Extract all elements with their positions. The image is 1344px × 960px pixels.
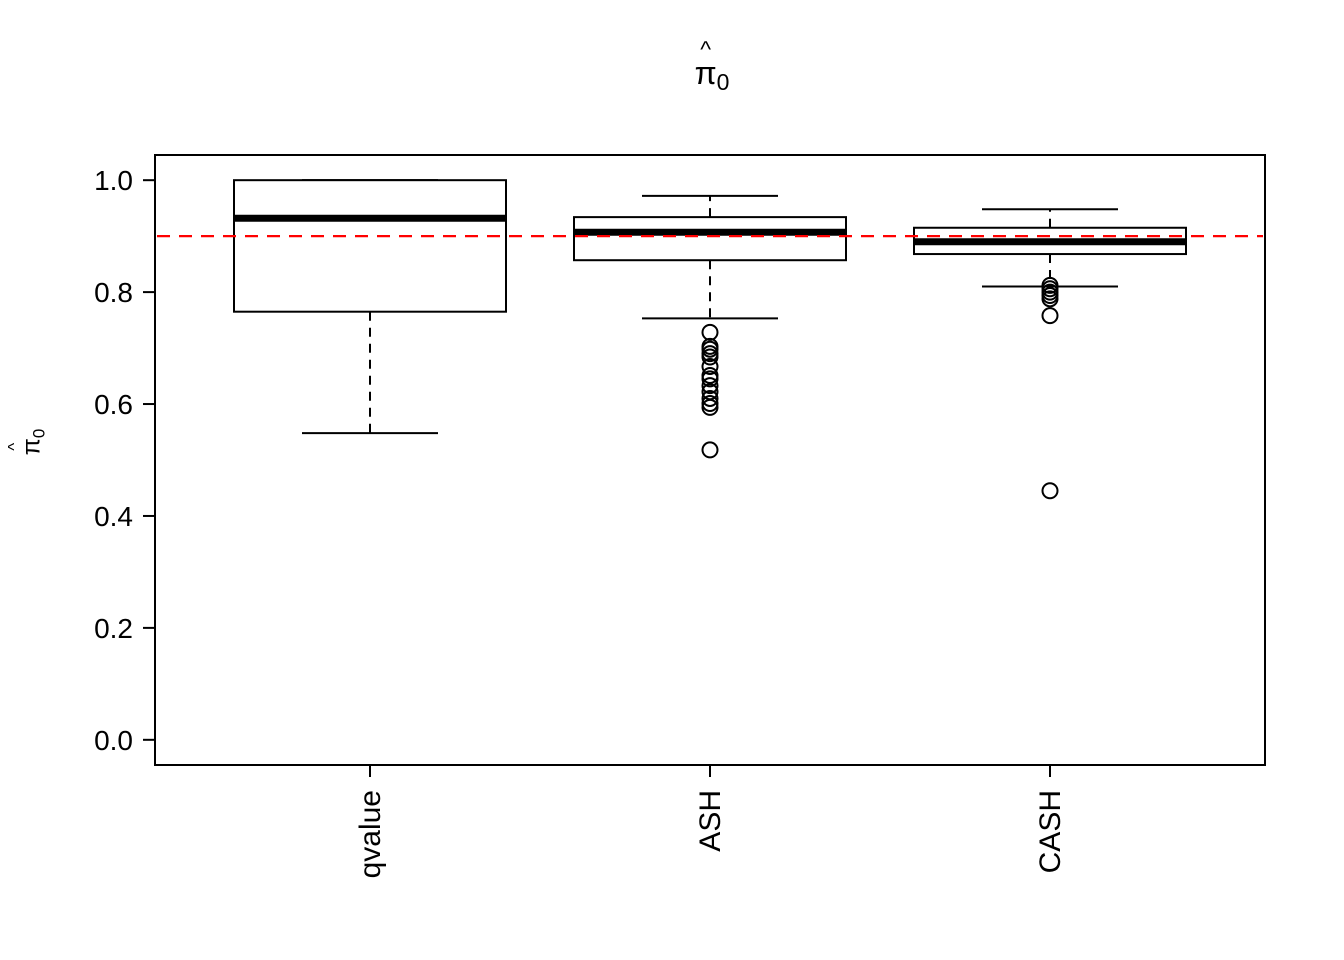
outlier-point (701, 441, 719, 459)
x-category-label: qvalue (354, 790, 387, 878)
y-tick-label: 0.0 (94, 725, 133, 756)
outlier-point (1041, 290, 1059, 308)
y-tick-label: 0.8 (94, 277, 133, 308)
outlier-point (701, 323, 719, 341)
iqr-box (233, 179, 507, 313)
y-tick-label: 0.6 (94, 389, 133, 420)
outlier-point (701, 340, 719, 358)
boxplot-group-cash: CASH (913, 208, 1187, 873)
boxplot-group-qvalue: qvalue (233, 179, 507, 878)
outlier-point (1041, 307, 1059, 325)
y-tick-label: 1.0 (94, 165, 133, 196)
outlier-point (701, 358, 719, 376)
pi-hat-stack: ^ π (5, 438, 46, 456)
x-category-label: ASH (694, 790, 727, 852)
outlier-point (701, 377, 719, 395)
subscript-zero: 0 (29, 428, 49, 439)
pi-symbol: π (17, 438, 46, 456)
pi-symbol: π (694, 55, 717, 91)
iqr-box (573, 216, 847, 262)
outlier-point (701, 348, 719, 366)
pi-hat-stack: ^ π (694, 36, 717, 91)
outlier-point (701, 370, 719, 388)
x-category-label: CASH (1034, 790, 1067, 873)
outlier-point (1041, 482, 1059, 500)
boxplot-group-ash: ASH (573, 194, 847, 852)
y-tick-label: 0.4 (94, 501, 133, 532)
outlier-point (701, 389, 719, 407)
y-axis-title: ^ π 0 (5, 428, 49, 456)
chart-title: ^ π 0 (694, 36, 730, 95)
hat-accent: ^ (700, 36, 711, 62)
y-tick-label: 0.2 (94, 613, 133, 644)
outlier-point (701, 398, 719, 416)
subscript-zero: 0 (716, 69, 730, 95)
